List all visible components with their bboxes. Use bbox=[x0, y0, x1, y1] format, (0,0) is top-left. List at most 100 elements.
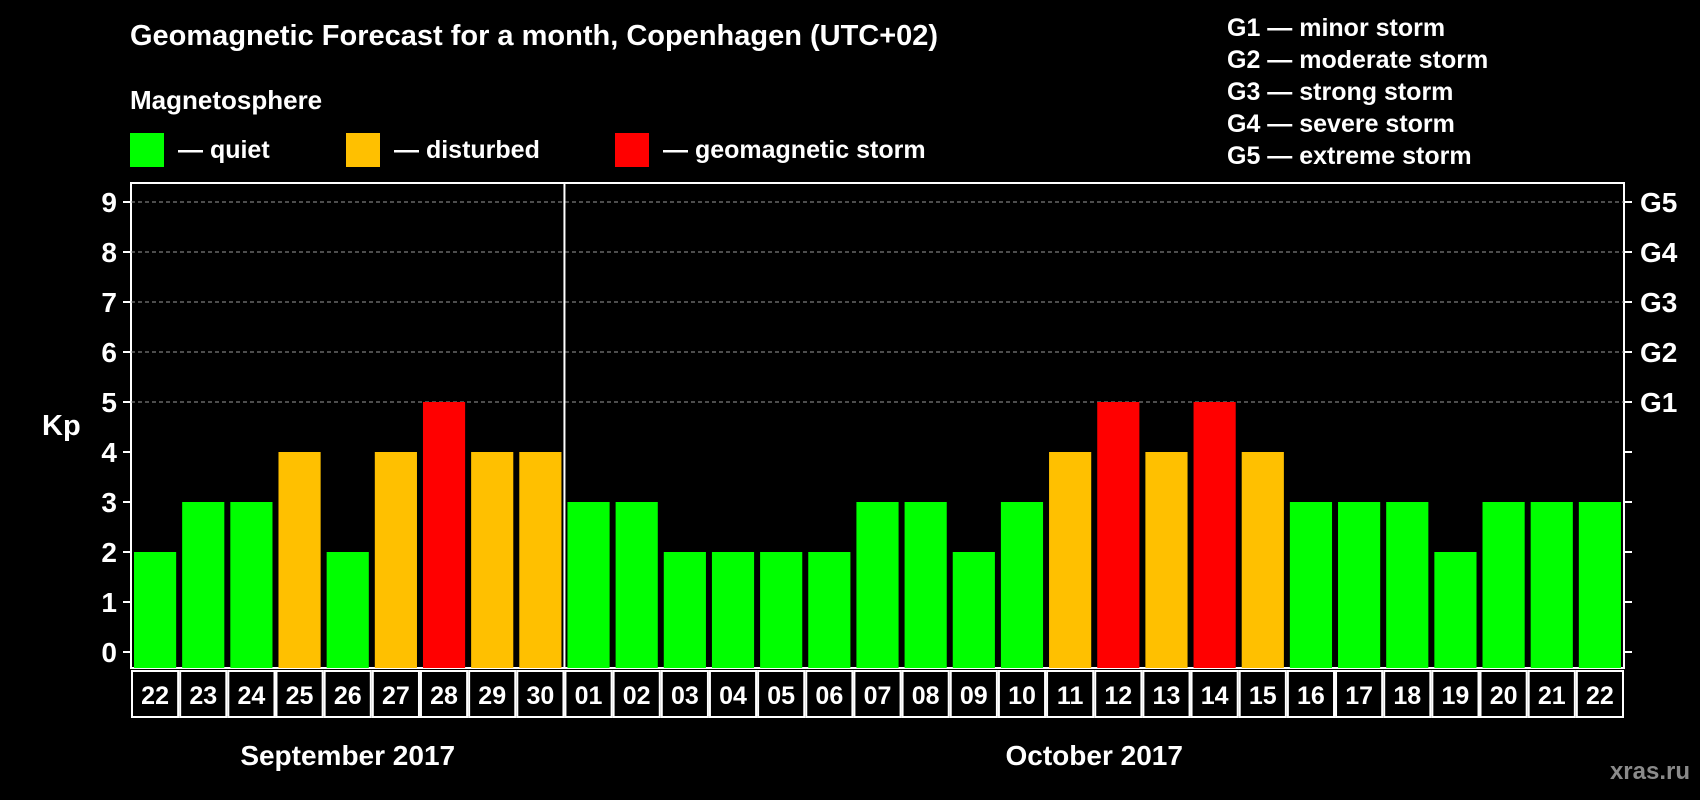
day-cell bbox=[1094, 670, 1143, 718]
day-label: 26 bbox=[334, 682, 362, 710]
y-tick-label: 3 bbox=[101, 487, 117, 518]
day-label: 02 bbox=[623, 682, 651, 710]
kp-bar bbox=[422, 402, 466, 668]
day-label: 03 bbox=[671, 682, 699, 710]
y-tick-label: 8 bbox=[101, 237, 117, 268]
day-label: 20 bbox=[1490, 682, 1518, 710]
kp-bar bbox=[1193, 402, 1236, 668]
kp-bar bbox=[519, 452, 562, 668]
day-cell bbox=[468, 670, 517, 718]
day-label: 16 bbox=[1297, 682, 1325, 710]
kp-bar bbox=[1097, 402, 1140, 668]
day-cell bbox=[1431, 670, 1480, 718]
day-cell bbox=[1479, 670, 1528, 718]
kp-bar bbox=[182, 502, 225, 668]
day-label: 30 bbox=[526, 682, 554, 710]
day-label: 15 bbox=[1249, 682, 1277, 710]
day-label: 23 bbox=[189, 682, 217, 710]
day-label: 21 bbox=[1538, 682, 1566, 710]
day-label: 17 bbox=[1345, 682, 1373, 710]
legend-item-disturbed: — disturbed bbox=[346, 133, 540, 167]
y-tick-label: 5 bbox=[101, 387, 117, 418]
legend-label-storm: — geomagnetic storm bbox=[663, 135, 926, 164]
day-label: 27 bbox=[382, 682, 410, 710]
g-axis-label: G3 bbox=[1640, 287, 1677, 318]
kp-bar bbox=[278, 452, 321, 668]
legend-swatch-disturbed bbox=[346, 133, 380, 167]
kp-bar bbox=[1434, 552, 1477, 668]
day-label: 10 bbox=[1008, 682, 1036, 710]
g-level-item: G4 — severe storm bbox=[1227, 110, 1455, 138]
kp-bar bbox=[1000, 502, 1044, 668]
day-label: 14 bbox=[1201, 682, 1229, 710]
y-tick-label: 6 bbox=[101, 337, 117, 368]
kp-bar bbox=[374, 452, 417, 668]
day-cell bbox=[227, 670, 276, 718]
day-label: 09 bbox=[960, 682, 988, 710]
day-label: 01 bbox=[575, 682, 603, 710]
day-label: 05 bbox=[767, 682, 795, 710]
kp-bar bbox=[952, 552, 995, 668]
day-cell bbox=[660, 670, 709, 718]
day-cell bbox=[516, 670, 565, 718]
day-cell bbox=[1286, 670, 1336, 718]
day-label: 07 bbox=[864, 682, 892, 710]
y-tick-label: 4 bbox=[101, 437, 117, 468]
day-cell bbox=[564, 670, 613, 718]
day-label: 28 bbox=[430, 682, 458, 710]
kp-bar bbox=[1145, 452, 1188, 668]
month-label: October 2017 bbox=[1006, 740, 1183, 771]
day-cell bbox=[1335, 670, 1384, 718]
g-axis-label: G4 bbox=[1640, 237, 1678, 268]
day-cell bbox=[323, 670, 372, 718]
day-cell bbox=[1046, 670, 1095, 718]
g-level-legend: G1 — minor storm G2 — moderate storm G3 … bbox=[1227, 12, 1488, 172]
day-label: 22 bbox=[1586, 682, 1614, 710]
day-label: 22 bbox=[141, 682, 169, 710]
day-label: 06 bbox=[815, 682, 843, 710]
day-cell bbox=[708, 670, 758, 718]
g-level-item: G3 — strong storm bbox=[1227, 78, 1454, 106]
kp-bar bbox=[615, 502, 658, 668]
day-cell bbox=[805, 670, 854, 718]
g-level-item: G5 — extreme storm bbox=[1227, 142, 1472, 170]
legend-item-storm: — geomagnetic storm bbox=[615, 133, 926, 167]
day-label: 18 bbox=[1393, 682, 1421, 710]
chart-title: Geomagnetic Forecast for a month, Copenh… bbox=[130, 20, 939, 52]
day-cell bbox=[371, 670, 420, 718]
kp-bar bbox=[760, 552, 803, 668]
day-label: 19 bbox=[1442, 682, 1470, 710]
day-cell bbox=[1527, 670, 1576, 718]
day-cell bbox=[997, 670, 1047, 718]
kp-bar bbox=[663, 552, 706, 668]
y-tick-label: 7 bbox=[101, 287, 117, 318]
day-label: 08 bbox=[912, 682, 940, 710]
y-tick-label: 0 bbox=[101, 637, 117, 668]
y-tick-label: 2 bbox=[101, 537, 117, 568]
kp-bar bbox=[230, 502, 273, 668]
day-cell bbox=[853, 670, 902, 718]
day-label: 25 bbox=[286, 682, 314, 710]
day-label: 04 bbox=[719, 682, 747, 710]
watermark: xras.ru bbox=[1609, 758, 1690, 785]
g-axis-label: G2 bbox=[1640, 337, 1677, 368]
kp-bar bbox=[1338, 502, 1381, 668]
day-label: 12 bbox=[1104, 682, 1132, 710]
kp-bar bbox=[567, 502, 610, 668]
kp-bar bbox=[1482, 502, 1525, 668]
kp-bar bbox=[711, 552, 755, 668]
day-cell bbox=[1238, 670, 1287, 718]
g-axis-label: G1 bbox=[1640, 387, 1677, 418]
day-cell bbox=[275, 670, 324, 718]
legend-label-disturbed: — disturbed bbox=[394, 135, 540, 164]
day-cell bbox=[901, 670, 950, 718]
kp-bar bbox=[1578, 502, 1621, 668]
day-cell bbox=[1383, 670, 1432, 718]
month-label: September 2017 bbox=[240, 740, 455, 771]
kp-bar bbox=[134, 552, 177, 668]
kp-bar bbox=[808, 552, 851, 668]
kp-bar bbox=[471, 452, 514, 668]
g-level-item: G2 — moderate storm bbox=[1227, 46, 1489, 74]
legend-swatch-storm bbox=[615, 133, 649, 167]
